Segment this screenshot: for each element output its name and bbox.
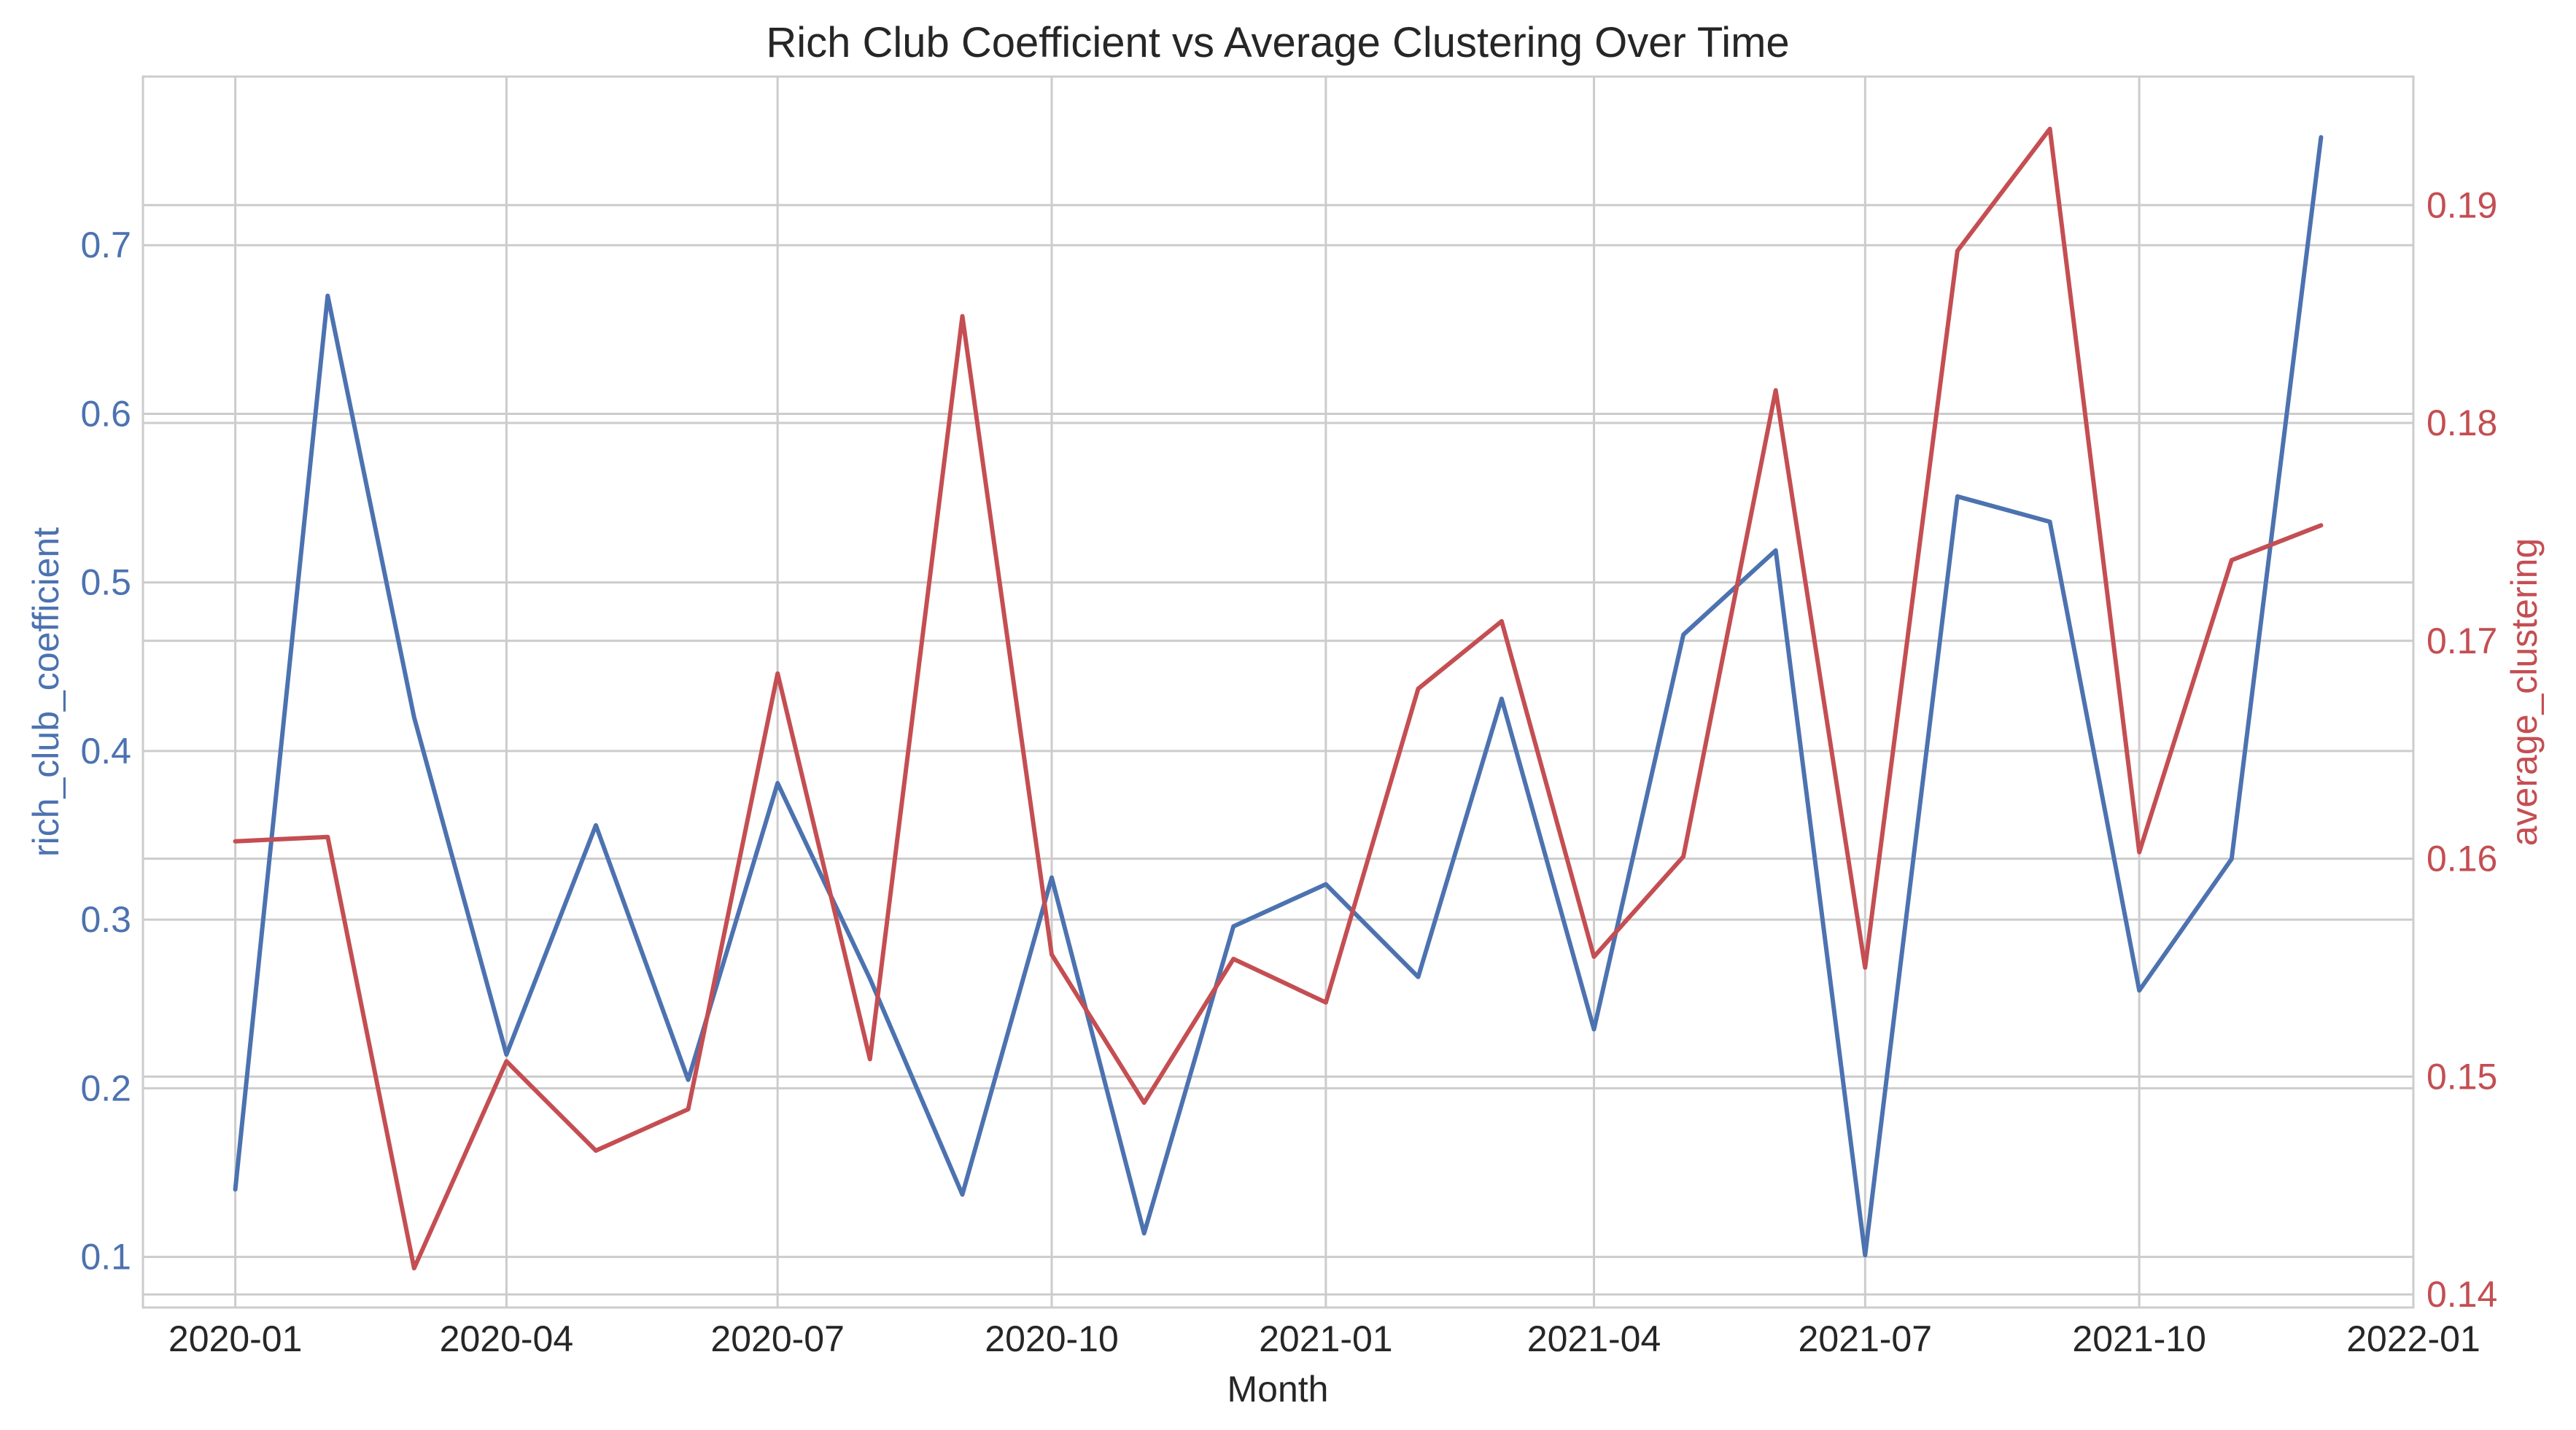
x-tick-label: 2021-01 (1259, 1318, 1393, 1359)
grid (143, 77, 2415, 1307)
chart-title: Rich Club Coefficient vs Average Cluster… (766, 19, 1789, 66)
rich-club-coefficient-line (233, 135, 2324, 1258)
x-tick-label: 2021-10 (2072, 1318, 2206, 1359)
right-y-tick-label: 0.18 (2426, 403, 2497, 443)
x-tick-label: 2020-04 (440, 1318, 574, 1359)
right-axis-ticks: 0.14 0.15 0.16 0.17 0.18 0.19 (2426, 184, 2497, 1315)
left-y-tick-label: 0.7 (80, 225, 131, 265)
left-y-tick-label: 0.4 (80, 731, 131, 772)
left-axis-ticks: 0.1 0.2 0.3 0.4 0.5 0.6 0.7 (80, 225, 131, 1277)
left-y-tick-label: 0.3 (80, 899, 131, 940)
x-tick-label: 2020-07 (710, 1318, 845, 1359)
x-tick-label: 2020-01 (168, 1318, 303, 1359)
series-layer (233, 126, 2324, 1271)
right-y-tick-label: 0.19 (2426, 184, 2497, 225)
x-tick-label: 2021-04 (1527, 1318, 1661, 1359)
left-y-tick-label: 0.2 (80, 1068, 131, 1108)
plot-area (141, 75, 2415, 1309)
x-tick-label: 2020-10 (985, 1318, 1119, 1359)
x-axis-label: Month (1227, 1369, 1329, 1410)
left-y-tick-label: 0.6 (80, 393, 131, 434)
left-y-tick-label: 0.1 (80, 1237, 131, 1278)
left-y-tick-label: 0.5 (80, 562, 131, 603)
right-y-tick-label: 0.14 (2426, 1274, 2497, 1315)
right-y-tick-label: 0.17 (2426, 621, 2497, 661)
right-y-tick-label: 0.16 (2426, 839, 2497, 879)
x-tick-label: 2021-07 (1799, 1318, 1933, 1359)
x-tick-label: 2022-01 (2346, 1318, 2480, 1359)
right-y-tick-label: 0.15 (2426, 1056, 2497, 1097)
average-clustering-line (233, 126, 2324, 1271)
x-axis-ticks: 2020-01 2020-04 2020-07 2020-10 2021-01 2021-… (168, 1318, 2480, 1359)
left-y-axis-label: rich_club_coefficient (26, 527, 66, 857)
right-y-axis-label: average_clustering (2504, 538, 2545, 847)
plot-frame (141, 75, 2415, 1309)
